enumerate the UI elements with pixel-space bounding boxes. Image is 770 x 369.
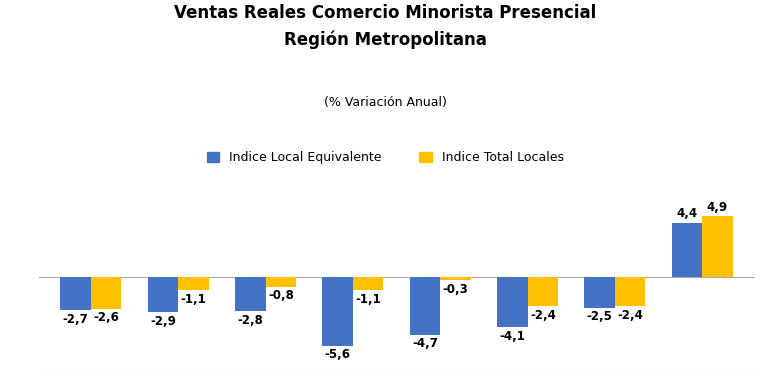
Text: -2,8: -2,8 (237, 314, 263, 327)
Text: -2,5: -2,5 (587, 310, 612, 323)
Bar (178, 277, 209, 290)
Text: -2,4: -2,4 (530, 309, 556, 322)
Bar (410, 277, 440, 335)
Bar (615, 277, 645, 306)
Bar (497, 277, 527, 327)
Text: -4,7: -4,7 (412, 337, 438, 350)
Bar (148, 277, 178, 313)
Bar (235, 277, 266, 311)
Text: -2,6: -2,6 (93, 311, 119, 324)
Text: -2,7: -2,7 (62, 313, 89, 326)
Bar (266, 277, 296, 287)
Text: 4,4: 4,4 (676, 207, 698, 220)
Bar (353, 277, 383, 290)
Bar (440, 277, 470, 280)
Text: -2,4: -2,4 (618, 309, 643, 322)
Bar (671, 223, 702, 277)
Bar (527, 277, 558, 306)
Text: -0,8: -0,8 (268, 289, 294, 302)
Bar (702, 217, 733, 277)
Bar (323, 277, 353, 346)
Text: (% Variación Anual): (% Variación Anual) (323, 96, 447, 109)
Legend: Indice Local Equivalente, Indice Total Locales: Indice Local Equivalente, Indice Total L… (202, 146, 568, 169)
Text: -5,6: -5,6 (325, 348, 350, 361)
Text: 4,9: 4,9 (707, 201, 728, 214)
Text: -0,3: -0,3 (443, 283, 468, 296)
Text: -2,9: -2,9 (150, 315, 176, 328)
Text: Ventas Reales Comercio Minorista Presencial
Región Metropolitana: Ventas Reales Comercio Minorista Presenc… (174, 4, 596, 49)
Text: -1,1: -1,1 (181, 293, 206, 306)
Bar (91, 277, 122, 309)
Bar (584, 277, 615, 307)
Text: -1,1: -1,1 (355, 293, 381, 306)
Text: -4,1: -4,1 (499, 330, 525, 343)
Bar (60, 277, 91, 310)
